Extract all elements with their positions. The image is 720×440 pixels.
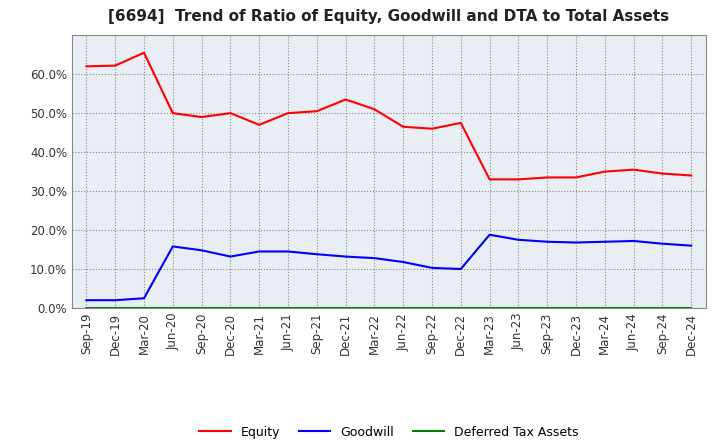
Deferred Tax Assets — [600, 305, 609, 310]
Deferred Tax Assets — [629, 305, 638, 310]
Equity — [312, 109, 321, 114]
Equity — [111, 63, 120, 68]
Equity — [82, 64, 91, 69]
Goodwill — [140, 296, 148, 301]
Goodwill — [341, 254, 350, 259]
Line: Goodwill: Goodwill — [86, 235, 691, 300]
Deferred Tax Assets — [341, 305, 350, 310]
Equity — [572, 175, 580, 180]
Equity — [255, 122, 264, 128]
Goodwill — [226, 254, 235, 259]
Deferred Tax Assets — [572, 305, 580, 310]
Deferred Tax Assets — [168, 305, 177, 310]
Equity — [629, 167, 638, 172]
Deferred Tax Assets — [140, 305, 148, 310]
Equity — [168, 110, 177, 116]
Deferred Tax Assets — [456, 305, 465, 310]
Goodwill — [687, 243, 696, 248]
Goodwill — [456, 266, 465, 271]
Equity — [140, 50, 148, 55]
Deferred Tax Assets — [284, 305, 292, 310]
Deferred Tax Assets — [543, 305, 552, 310]
Equity — [600, 169, 609, 174]
Equity — [485, 177, 494, 182]
Goodwill — [543, 239, 552, 244]
Goodwill — [514, 237, 523, 242]
Goodwill — [370, 256, 379, 261]
Goodwill — [312, 252, 321, 257]
Equity — [370, 106, 379, 112]
Goodwill — [197, 248, 206, 253]
Goodwill — [572, 240, 580, 245]
Deferred Tax Assets — [226, 305, 235, 310]
Goodwill — [485, 232, 494, 237]
Goodwill — [82, 297, 91, 303]
Goodwill — [658, 241, 667, 246]
Deferred Tax Assets — [658, 305, 667, 310]
Equity — [658, 171, 667, 176]
Equity — [687, 173, 696, 178]
Line: Equity: Equity — [86, 53, 691, 180]
Deferred Tax Assets — [197, 305, 206, 310]
Deferred Tax Assets — [399, 305, 408, 310]
Equity — [197, 114, 206, 120]
Equity — [428, 126, 436, 132]
Equity — [543, 175, 552, 180]
Deferred Tax Assets — [428, 305, 436, 310]
Deferred Tax Assets — [255, 305, 264, 310]
Equity — [341, 97, 350, 102]
Equity — [226, 110, 235, 116]
Equity — [456, 120, 465, 125]
Equity — [399, 124, 408, 129]
Goodwill — [399, 259, 408, 264]
Deferred Tax Assets — [82, 305, 91, 310]
Equity — [514, 177, 523, 182]
Legend: Equity, Goodwill, Deferred Tax Assets: Equity, Goodwill, Deferred Tax Assets — [194, 421, 583, 440]
Goodwill — [600, 239, 609, 244]
Equity — [284, 110, 292, 116]
Deferred Tax Assets — [111, 305, 120, 310]
Deferred Tax Assets — [514, 305, 523, 310]
Deferred Tax Assets — [370, 305, 379, 310]
Deferred Tax Assets — [312, 305, 321, 310]
Goodwill — [284, 249, 292, 254]
Goodwill — [629, 238, 638, 244]
Deferred Tax Assets — [485, 305, 494, 310]
Goodwill — [111, 297, 120, 303]
Goodwill — [168, 244, 177, 249]
Title: [6694]  Trend of Ratio of Equity, Goodwill and DTA to Total Assets: [6694] Trend of Ratio of Equity, Goodwil… — [108, 9, 670, 24]
Deferred Tax Assets — [687, 305, 696, 310]
Goodwill — [255, 249, 264, 254]
Goodwill — [428, 265, 436, 271]
